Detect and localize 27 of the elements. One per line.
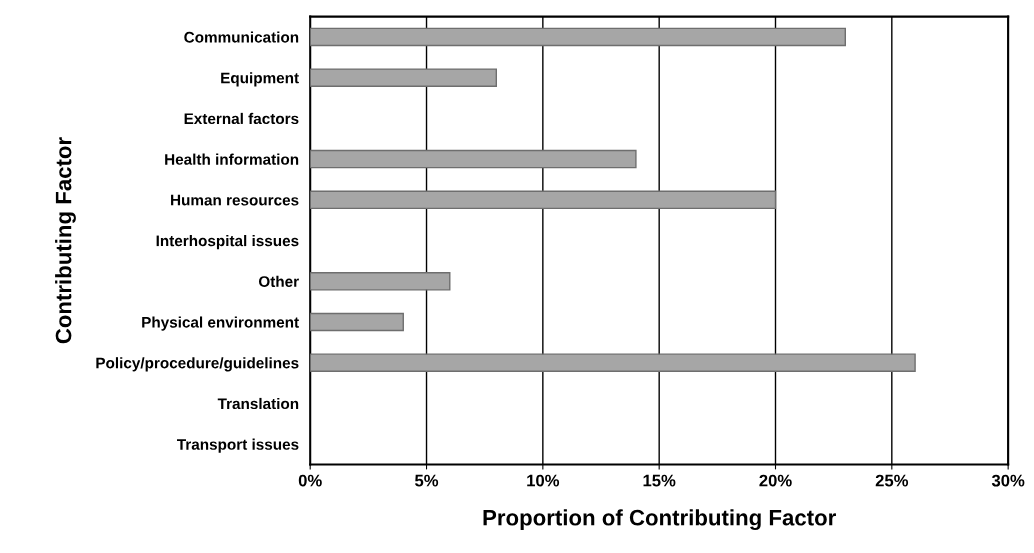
y-tick-label: Equipment	[221, 72, 299, 87]
x-tick-label: 5%	[414, 474, 439, 487]
bar	[310, 68, 498, 87]
x-tick-label: 15%	[643, 474, 676, 487]
x-tick-label: 10%	[527, 474, 560, 487]
bar	[310, 312, 404, 332]
y-tick-label: Other	[258, 275, 299, 287]
bar	[310, 190, 777, 210]
x-tick-label: 20%	[759, 474, 792, 487]
y-tick-label: Interhospital issues	[156, 235, 299, 250]
y-tick-label: Communication	[184, 31, 299, 43]
y-tick-label: Human resources	[171, 194, 299, 206]
bar	[310, 149, 637, 169]
y-tick-label: Physical environment	[142, 316, 299, 331]
y-tick-label: Transport issues	[177, 438, 299, 453]
bar	[310, 27, 846, 47]
x-axis-title: Proportion of Contributing Factor	[483, 509, 836, 531]
bar	[310, 272, 451, 291]
x-tick-label: 25%	[875, 474, 909, 487]
y-tick-label: Health information	[165, 153, 299, 165]
y-tick-label: Policy/procedure/guidelines	[96, 357, 299, 372]
x-tick-label: 30%	[991, 474, 1025, 487]
x-tick-label: 0%	[298, 474, 322, 487]
y-tick-label: External factors	[184, 112, 299, 125]
bar	[310, 353, 916, 372]
y-tick-label: Translation	[217, 397, 299, 410]
y-axis-title: Contributing Factor	[55, 137, 76, 344]
